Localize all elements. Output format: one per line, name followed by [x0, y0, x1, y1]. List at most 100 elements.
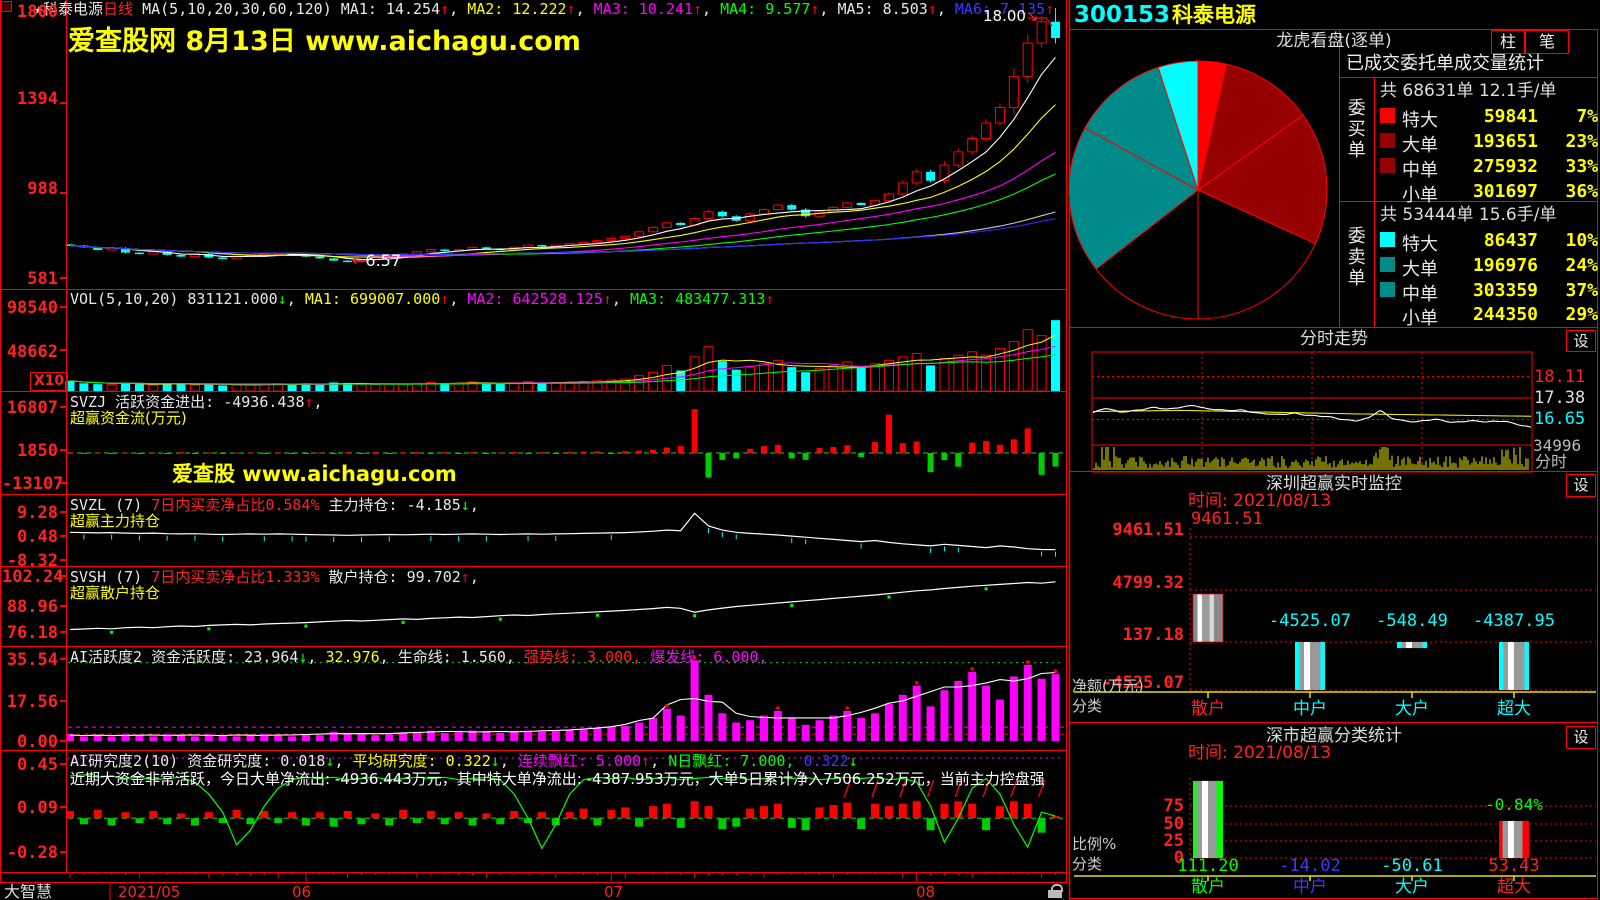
- classify-settings-button[interactable]: 设: [1566, 726, 1596, 749]
- buy-lg-name: 大单: [1402, 135, 1438, 156]
- ai1-axis-1: 17.56: [6, 692, 58, 712]
- lock-icon: [1051, 884, 1063, 892]
- classify-title: 深市超赢分类统计: [1266, 726, 1402, 746]
- stock-name: 科泰电源: [1172, 3, 1256, 27]
- classify-bar-label-0: 111.20: [1177, 856, 1239, 876]
- ai2-axis-1: 0.09: [17, 798, 58, 818]
- buy-lg-value: 193651: [1472, 131, 1538, 152]
- sell-lg-swatch: [1380, 257, 1395, 272]
- stock-code: 300153: [1074, 2, 1171, 28]
- svzj-header: SVZJ 活跃资金进出: -4936.438↑,: [70, 393, 323, 411]
- svzj-subtitle: 超赢资金流(万元): [70, 409, 187, 427]
- left-arrow-icon: ←: [352, 251, 366, 270]
- sell-xl-value: 86437: [1483, 230, 1538, 251]
- monitor-ylabel-3: -4525.07: [1102, 673, 1184, 693]
- vol-axis-98540: 98540: [6, 298, 58, 318]
- svzl-axis-0: 9.28: [17, 503, 58, 523]
- watermark-middle: 爱查股 www.aichagu.com: [172, 462, 457, 486]
- monitor-bar-label-0: 9461.51: [1191, 509, 1263, 529]
- sell-md-name: 中单: [1402, 284, 1438, 305]
- lhkp-title: 龙虎看盘(逐单): [1276, 31, 1392, 51]
- sell-row-xl: 特大 86437 10%: [1380, 230, 1598, 255]
- classify-ylabel-2: 25: [1163, 831, 1184, 851]
- date-label-may: 2021/05: [118, 883, 181, 900]
- kline-header: ★科泰电源日线 MA(5,10,20,30,60,120) MA1: 14.25…: [34, 0, 1055, 18]
- classify-annotation: -0.84%: [1485, 795, 1543, 814]
- classify-cat-1: 中户: [1293, 877, 1327, 897]
- ai1-axis-2: 0.00: [17, 732, 58, 752]
- buy-lg-pct: 23%: [1565, 131, 1598, 152]
- monitor-ylabel-0: 9461.51: [1112, 520, 1184, 540]
- date-label-jun: 06: [292, 883, 312, 900]
- monitor-cat-3: 超大: [1497, 699, 1531, 719]
- buy-md-swatch: [1380, 158, 1395, 173]
- arrow-to-candle: ↘: [1025, 7, 1039, 25]
- monitor-bar-label-3: -4387.95: [1473, 611, 1555, 631]
- annotation-low: ←6.57: [352, 251, 402, 270]
- classify-bar-label-2: -50.61: [1381, 856, 1443, 876]
- monitor-cat-1: 中户: [1293, 699, 1327, 719]
- ai-research-header: AI研究度2(10) 资金研究度: 0.018↓, 平均研究度: 0.322↓,…: [70, 752, 858, 770]
- pen-mode-button[interactable]: 笔: [1525, 30, 1569, 54]
- buy-md-pct: 33%: [1565, 156, 1598, 177]
- sell-side-label: 委卖单: [1344, 226, 1366, 289]
- classify-time: 时间: 2021/08/13: [1188, 743, 1332, 763]
- buy-row-sm: 小单 301697 36%: [1380, 181, 1598, 206]
- monitor-settings-button[interactable]: 设: [1566, 474, 1596, 497]
- sell-lg-name: 大单: [1402, 259, 1438, 280]
- annotation-high: 18.00↘: [983, 7, 1039, 25]
- sell-row-md: 中单 303359 37%: [1380, 280, 1598, 305]
- bar-mode-button[interactable]: 柱: [1491, 30, 1525, 54]
- ai2-axis-0: 0.45: [17, 755, 58, 775]
- monitor-bar-label-2: -548.49: [1376, 611, 1448, 631]
- monitor-time: 时间: 2021/08/13: [1188, 491, 1332, 511]
- date-label-jul: 07: [604, 883, 624, 900]
- intraday-ylabel-prevclose: 17.38: [1534, 388, 1586, 408]
- ai2-axis-2: -0.28: [6, 843, 58, 863]
- classify-ylabel-3: 0: [1173, 848, 1184, 868]
- classify-bar-label-1: -14.02: [1279, 856, 1341, 876]
- sell-xl-swatch: [1380, 232, 1395, 247]
- watermark-top: 爱查股网 8月13日 www.aichagu.com: [68, 26, 581, 57]
- app-logo: 大智慧: [4, 882, 53, 900]
- intraday-ylabel-last: 16.65: [1534, 409, 1586, 429]
- intraday-settings-button[interactable]: 设: [1566, 330, 1596, 352]
- svsh-axis-1: 88.96: [6, 597, 58, 617]
- monitor-cat-2: 大户: [1395, 699, 1429, 719]
- buy-xl-value: 59841: [1483, 106, 1538, 127]
- monitor-ylabel-2: 137.18: [1122, 625, 1184, 645]
- svsh-axis-0: 102.24: [2, 567, 64, 587]
- buy-lg-swatch: [1380, 133, 1395, 148]
- svzl-axis-1: 0.48: [17, 527, 58, 547]
- sell-sm-value: 244350: [1472, 304, 1538, 325]
- classify-ylabel-0: 75: [1163, 796, 1184, 816]
- sell-lg-pct: 24%: [1565, 255, 1598, 276]
- price-axis-988: 988: [27, 179, 58, 199]
- sell-summary: 共 53444单 15.6手/单: [1380, 205, 1557, 225]
- ai-activity-header: AI活跃度2 资金活跃度: 23.964↓, 32.976, 生命线: 1.56…: [70, 648, 768, 666]
- window-icon: [1, 1, 12, 12]
- buy-summary: 共 68631单 12.1手/单: [1380, 81, 1557, 101]
- buy-sm-swatch: [1380, 183, 1395, 198]
- buy-sm-pct: 36%: [1565, 181, 1598, 202]
- sell-lg-value: 196976: [1472, 255, 1538, 276]
- svsh-axis-2: 76.18: [6, 623, 58, 643]
- sell-row-sm: 小单 244350 29%: [1380, 304, 1598, 329]
- vol-header: VOL(5,10,20) 831121.000↓, MA1: 699007.00…: [70, 290, 775, 308]
- svzj-axis-2: -13107: [2, 474, 64, 494]
- svzj-axis-0: 16807: [6, 398, 58, 418]
- buy-xl-pct: 7%: [1576, 106, 1598, 127]
- price-axis-1394: 1394: [17, 89, 58, 109]
- buy-xl-name: 特大: [1402, 110, 1438, 131]
- classify-bar-label-3: 53.43: [1488, 856, 1540, 876]
- vol-x10-box: X10: [30, 372, 68, 391]
- buy-xl-swatch: [1380, 108, 1395, 123]
- classify-cat-3: 超大: [1497, 877, 1531, 897]
- sell-xl-pct: 10%: [1565, 230, 1598, 251]
- intraday-xlabel: 分时: [1535, 452, 1568, 471]
- sell-md-swatch: [1380, 282, 1395, 297]
- monitor-title: 深圳超赢实时监控: [1266, 474, 1402, 494]
- price-axis-581: 581: [27, 269, 58, 289]
